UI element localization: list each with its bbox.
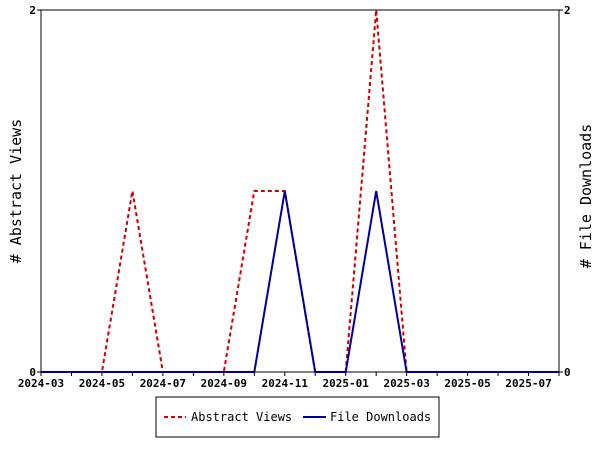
legend-box — [155, 396, 440, 438]
y-axis-ticks: 0 0 2 2 — [29, 4, 570, 379]
x-axis-ticks: 2024-03 2024-05 2024-07 2024-09 2024-11 2025-… — [18, 372, 560, 390]
series-line-file-downloads — [41, 190, 559, 373]
series-layer — [41, 9, 559, 373]
legend: Abstract Views File Downloads — [155, 396, 440, 438]
x-tick-label: 2024-03 — [18, 377, 64, 390]
x-tick-label: 2025-01 — [323, 377, 370, 390]
y-left-tick-label: 0 — [29, 366, 36, 379]
y-axis-left-title: # Abstract Views — [7, 119, 25, 264]
x-tick-label: 2024-05 — [79, 377, 125, 390]
y-right-tick-label: 0 — [564, 366, 571, 379]
x-tick-label: 2024-07 — [140, 377, 186, 390]
y-left-tick-label: 2 — [29, 4, 36, 17]
legend-label-file-downloads: File Downloads — [330, 410, 431, 424]
x-tick-label: 2025-07 — [505, 377, 551, 390]
x-tick-label: 2024-11 — [262, 377, 309, 390]
legend-label-abstract-views: Abstract Views — [191, 410, 292, 424]
y-axis-right-title: # File Downloads — [577, 124, 595, 269]
x-tick-label: 2024-09 — [201, 377, 247, 390]
x-tick-label: 2025-05 — [444, 377, 490, 390]
plot-frame — [40, 9, 560, 373]
x-tick-label: 2025-03 — [383, 377, 429, 390]
y-right-tick-label: 2 — [564, 4, 571, 17]
